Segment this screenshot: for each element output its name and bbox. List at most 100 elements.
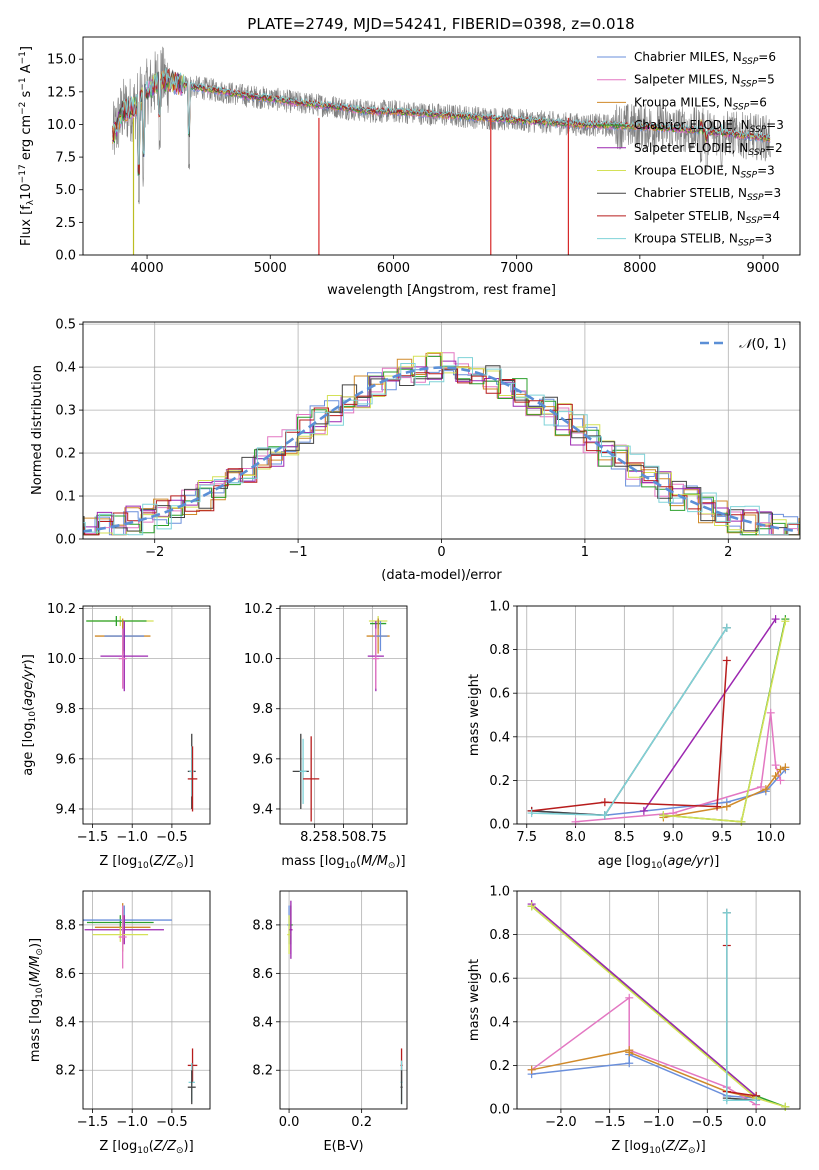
y-tick-label: 8.6 xyxy=(252,967,273,982)
age_vs_Z-axes: −1.5 −1.0 −0.5 9.4 9.6 9.8 10.0 10.2 xyxy=(47,602,210,845)
weight_vs_age-ylabel: mass weight xyxy=(467,674,482,756)
legend-label: Salpeter STELIB, NSSP=4 xyxy=(634,209,780,226)
weight_vs_Z-xlabel: Z [log10(Z/Z⊙)] xyxy=(611,1139,705,1156)
y-tick-label: 10.2 xyxy=(47,602,76,617)
x-tick-label: −2 xyxy=(145,545,164,560)
x-tick-label: 1 xyxy=(581,545,589,560)
x-tick-label: 8.75 xyxy=(358,830,387,845)
spectrum-frame xyxy=(82,36,801,256)
residuals-ylabel: Normed distribution xyxy=(30,365,45,495)
spectrum-axes: 4000 5000 6000 7000 8000 9000 0.0 2.5 5.0 7.5 10.0… xyxy=(47,53,780,276)
mass_vs_EBV-axes: 0.0 0.2 8.2 8.4 8.6 8.8 xyxy=(252,891,407,1130)
legend-label: Chabrier STELIB, NSSP=3 xyxy=(634,186,781,203)
y-tick-label: 8.4 xyxy=(55,1015,76,1030)
y-tick-label: 0.6 xyxy=(489,972,510,987)
y-tick-label: 0.2 xyxy=(55,447,76,462)
y-tick-label: 8.8 xyxy=(55,918,76,933)
age_vs_Z-xlabel: Z [log10(Z/Z⊙)] xyxy=(99,854,193,871)
y-tick-label: 0.4 xyxy=(55,361,76,376)
mass_vs_EBV-points xyxy=(287,900,403,1105)
x-tick-label: −2.0 xyxy=(545,1115,577,1130)
x-tick-label: −0.5 xyxy=(156,1115,188,1130)
residual-hist-4 xyxy=(83,360,800,536)
age_vs_Z-points xyxy=(86,616,198,812)
y-tick-label: 0.2 xyxy=(489,774,510,789)
y-tick-label: 9.6 xyxy=(252,752,273,767)
y-tick-label: 0.0 xyxy=(489,818,510,833)
y-tick-label: 0.3 xyxy=(55,404,76,419)
weight_vs_age-series xyxy=(527,615,790,826)
y-tick-label: 0.6 xyxy=(489,687,510,702)
residual-hist-8 xyxy=(83,357,800,536)
weight_vs_Z-ylabel: mass weight xyxy=(467,959,482,1041)
mass_vs_EBV-frame xyxy=(279,890,408,1110)
age_vs_Z-frame xyxy=(82,605,211,825)
legend-label: Salpeter ELODIE, NSSP=2 xyxy=(634,141,783,158)
y-tick-label: 10.2 xyxy=(244,602,273,617)
residual-hist-7 xyxy=(83,368,800,536)
y-tick-label: 0.1 xyxy=(55,490,76,505)
weight_vs_Z-series xyxy=(527,900,790,1111)
x-tick-label: 2 xyxy=(724,545,732,560)
mass_vs_Z-ylabel: mass [log10(M/M⊙)] xyxy=(28,938,45,1062)
observed-spectrum xyxy=(112,46,771,205)
y-tick-label: 1.0 xyxy=(489,600,510,615)
x-tick-label: 5000 xyxy=(254,261,287,276)
y-tick-label: 8.6 xyxy=(55,967,76,982)
mass_vs_Z-xlabel: Z [log10(Z/Z⊙)] xyxy=(99,1139,193,1156)
spectrum-ylabel: Flux [fλ10−17 erg cm−2 s−1 A−1] xyxy=(18,46,36,246)
x-tick-label: 8.5 xyxy=(614,830,635,845)
x-tick-label: 8.0 xyxy=(565,830,586,845)
residuals-xlabel: (data-model)/error xyxy=(381,568,502,583)
residuals-frame xyxy=(82,321,801,540)
mass_vs_EBV-xlabel: E(B-V) xyxy=(323,1139,363,1154)
x-tick-label: 0.0 xyxy=(279,1115,300,1130)
spectrum-title: PLATE=2749, MJD=54241, FIBERID=0398, z=0… xyxy=(247,15,634,33)
spectrum-lines xyxy=(112,46,771,255)
y-tick-label: 8.4 xyxy=(252,1015,273,1030)
residual-hist-2 xyxy=(83,352,800,536)
x-tick-label: 0 xyxy=(437,545,445,560)
x-tick-label: 0.2 xyxy=(351,1115,372,1130)
y-tick-label: 10.0 xyxy=(244,652,273,667)
residual-hist-6 xyxy=(83,365,800,536)
x-tick-label: 4000 xyxy=(131,261,164,276)
weight-line-7 xyxy=(531,660,728,812)
y-tick-label: 9.4 xyxy=(252,802,273,817)
x-tick-label: 8.50 xyxy=(329,830,358,845)
y-tick-label: 2.5 xyxy=(55,216,76,231)
x-tick-label: −1 xyxy=(289,545,308,560)
weight-line-1 xyxy=(575,712,782,823)
spectrum-legend: Chabrier MILES, NSSP=6 Salpeter MILES, NS… xyxy=(597,50,784,249)
y-tick-label: 0.0 xyxy=(55,533,76,548)
x-tick-label: 9.5 xyxy=(712,830,733,845)
x-tick-label: 10.0 xyxy=(756,830,785,845)
mass_vs_Z-axes: −1.5 −1.0 −0.5 8.2 8.4 8.6 8.8 xyxy=(55,891,210,1130)
x-tick-label: 9.0 xyxy=(663,830,684,845)
y-tick-label: 8.2 xyxy=(252,1064,273,1079)
y-tick-label: 1.0 xyxy=(489,885,510,900)
y-tick-label: 0.0 xyxy=(55,249,76,264)
x-tick-label: 8000 xyxy=(623,261,656,276)
y-tick-label: 0.4 xyxy=(489,730,510,745)
legend-label: Kroupa STELIB, NSSP=3 xyxy=(634,232,772,249)
y-tick-label: 9.8 xyxy=(55,702,76,717)
legend-label: Chabrier MILES, NSSP=6 xyxy=(634,50,776,67)
y-tick-label: 10.0 xyxy=(47,118,76,133)
x-tick-label: −1.0 xyxy=(116,830,148,845)
weight_vs_age-frame xyxy=(516,605,801,825)
y-tick-label: 8.2 xyxy=(55,1064,76,1079)
normal-curve xyxy=(83,366,798,533)
y-tick-label: 0.8 xyxy=(489,928,510,943)
model-spectrum-8 xyxy=(112,68,770,165)
x-tick-label: 0.0 xyxy=(746,1115,767,1130)
y-tick-label: 0.0 xyxy=(489,1103,510,1118)
age_vs_mass-points xyxy=(292,616,390,822)
weight-line-4 xyxy=(531,903,757,1097)
weight_vs_age-xlabel: age [log10(age/yr)] xyxy=(598,854,720,871)
y-tick-label: 5.0 xyxy=(55,183,76,198)
y-tick-label: 0.8 xyxy=(489,643,510,658)
y-tick-label: 10.0 xyxy=(47,652,76,667)
